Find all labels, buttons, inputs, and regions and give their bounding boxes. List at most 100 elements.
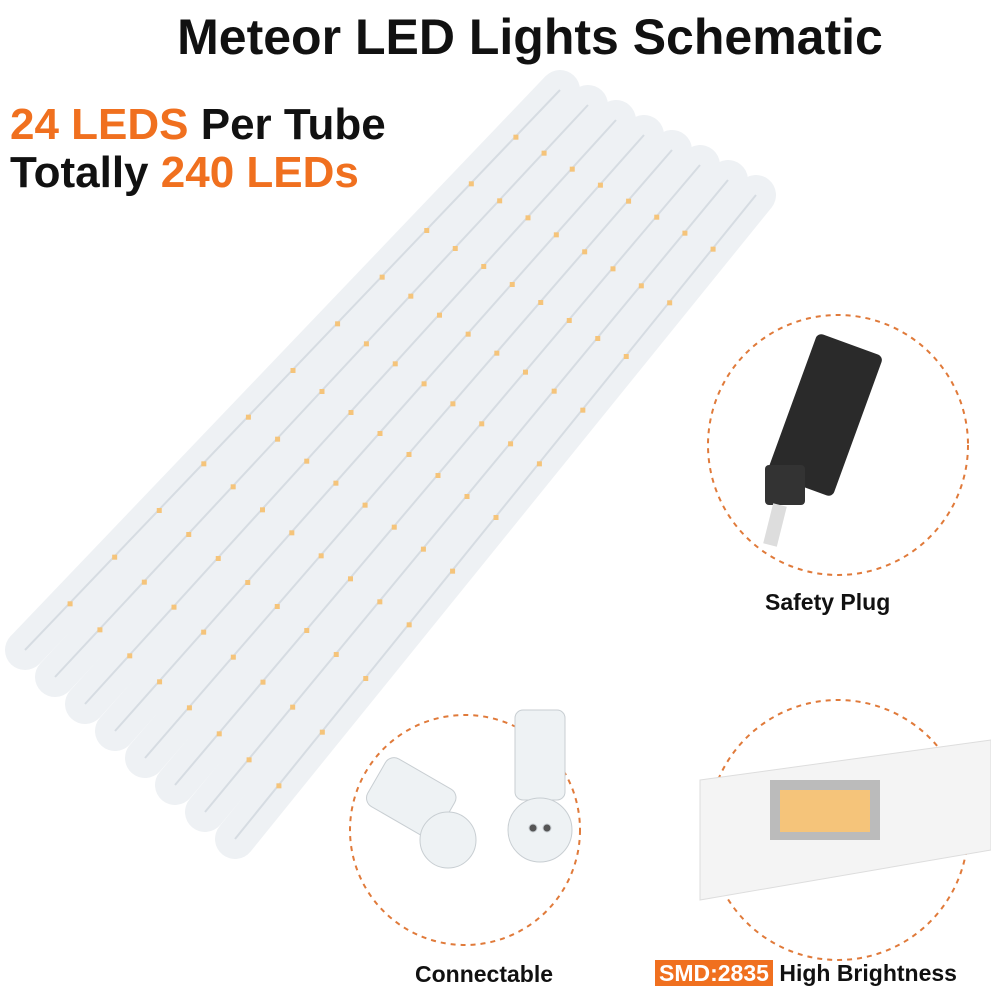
led-dot	[157, 679, 163, 685]
led-dot	[201, 629, 207, 635]
led-dot	[408, 293, 414, 299]
led-dot	[260, 507, 265, 513]
led-dot	[260, 679, 266, 685]
led-dot	[289, 530, 295, 536]
plug-caption: Safety Plug	[765, 589, 891, 615]
led-dot	[538, 300, 544, 305]
led-dot	[682, 230, 688, 236]
page-title: Meteor LED Lights Schematic	[177, 9, 883, 65]
smd-chip-image	[699, 739, 991, 901]
led-dot	[112, 554, 118, 560]
led-dot	[406, 622, 412, 628]
led-dot	[450, 401, 456, 407]
led-dot	[566, 318, 572, 323]
connector-caption: Connectable	[415, 961, 554, 987]
led-dot	[610, 266, 616, 272]
led-tubes	[5, 70, 776, 859]
led-dot	[275, 436, 281, 442]
led-dot	[377, 431, 383, 436]
led-dot	[479, 421, 485, 427]
led-dot	[551, 388, 557, 394]
led-dot	[319, 729, 325, 735]
led-dot	[216, 731, 222, 737]
led-dot	[435, 473, 441, 478]
led-dot	[569, 166, 575, 172]
led-dot	[127, 653, 133, 659]
led-dot	[186, 532, 192, 537]
led-dot	[481, 264, 487, 269]
led-dot	[497, 198, 503, 204]
led-dot	[97, 627, 103, 633]
led-dot	[509, 282, 515, 287]
led-dot	[318, 553, 324, 559]
led-dot	[437, 312, 442, 318]
led-dot	[638, 283, 644, 289]
led-dot	[290, 368, 296, 373]
led-dot	[667, 300, 673, 306]
led-dot	[333, 480, 339, 486]
connector-image	[366, 709, 573, 869]
led-dot	[595, 336, 601, 341]
led-dot	[186, 705, 192, 711]
led-dot	[626, 198, 632, 204]
led-dot	[541, 150, 547, 156]
total-leds: 240 LEDs	[160, 148, 359, 197]
led-dot	[525, 215, 531, 221]
led-dot	[319, 389, 325, 394]
led-dot	[141, 579, 147, 585]
led-dot	[623, 354, 629, 359]
led-dot	[493, 515, 499, 520]
led-dot	[156, 508, 162, 513]
led-dot	[379, 274, 385, 280]
led-dot	[465, 331, 471, 337]
led-dot	[420, 546, 426, 552]
led-dot	[304, 628, 310, 633]
smd-badge: SMD:2835	[655, 960, 773, 986]
led-dot	[421, 381, 427, 387]
led-dot	[582, 249, 588, 255]
led-dot	[246, 757, 252, 763]
led-dot	[406, 452, 412, 457]
led-dot	[335, 321, 341, 327]
led-dot	[464, 494, 470, 499]
led-dot	[201, 461, 207, 467]
led-dot	[452, 246, 458, 251]
led-dot	[333, 652, 339, 657]
led-dot	[348, 410, 354, 415]
led-dot	[654, 214, 660, 220]
led-dot	[245, 414, 251, 420]
led-dot	[536, 461, 542, 467]
led-dot	[523, 369, 528, 375]
chip-brightness: High Brightness	[772, 960, 957, 986]
led-dot	[245, 580, 251, 585]
led-dot	[274, 604, 280, 609]
led-dot	[508, 441, 514, 447]
led-dot	[513, 134, 519, 140]
led-dot	[363, 676, 369, 681]
led-dot	[215, 556, 221, 561]
led-dot	[710, 246, 716, 252]
led-dot	[468, 181, 474, 187]
led-dot	[424, 228, 430, 233]
led-dot	[171, 604, 177, 610]
totally-text: Totally	[10, 148, 161, 197]
led-dot	[377, 599, 383, 605]
chip-caption: SMD:2835 High Brightness	[655, 960, 957, 987]
led-dot	[290, 704, 296, 710]
led-dot	[304, 458, 310, 464]
led-dot	[230, 484, 236, 490]
led-dot	[391, 524, 397, 530]
led-dot	[494, 350, 500, 356]
led-dot	[450, 568, 456, 574]
led-dot	[580, 407, 586, 413]
headline-line1: 24 LEDS Per Tube	[10, 100, 386, 150]
leds-per-tube: 24 LEDS	[10, 100, 189, 149]
led-dot	[348, 576, 353, 582]
led-dot	[362, 502, 368, 508]
led-dot	[597, 182, 603, 188]
led-dot	[67, 601, 73, 607]
led-dot	[363, 341, 369, 347]
safety-plug-image	[763, 334, 882, 547]
headline-line2: Totally 240 LEDs	[10, 148, 359, 198]
